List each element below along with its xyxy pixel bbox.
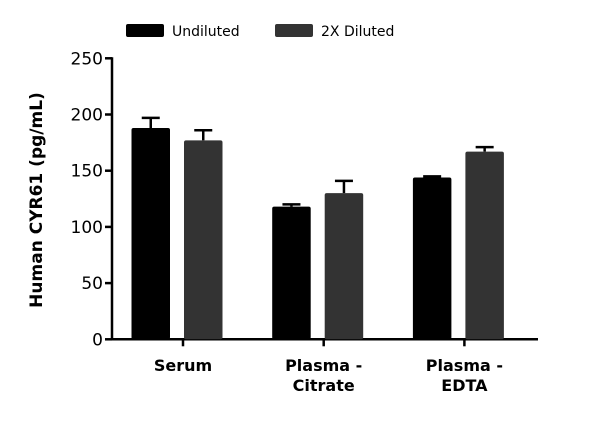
bar-undiluted bbox=[272, 206, 311, 340]
x-tick-label: Plasma - bbox=[285, 356, 362, 375]
legend-swatch bbox=[275, 24, 313, 37]
bars bbox=[131, 116, 504, 340]
x-tick-label: Plasma - bbox=[426, 356, 503, 375]
x-tick-label: Serum bbox=[154, 356, 212, 375]
x-tick-label: EDTA bbox=[441, 376, 488, 395]
y-tick-label: 200 bbox=[71, 106, 103, 126]
legend-label: Undiluted bbox=[172, 24, 240, 40]
x-tick-label: Citrate bbox=[293, 376, 355, 395]
y-tick-label: 150 bbox=[71, 162, 103, 182]
bar-2x-diluted bbox=[324, 193, 364, 340]
y-tick-label: 100 bbox=[71, 218, 103, 238]
legend-label: 2X Diluted bbox=[321, 24, 394, 40]
y-tick-label: 50 bbox=[81, 274, 103, 294]
bar-undiluted bbox=[412, 177, 452, 340]
bar-2x-diluted bbox=[465, 151, 504, 340]
legend: Undiluted 2X Diluted bbox=[126, 24, 394, 40]
y-axis-label: Human CYR61 (pg/mL) bbox=[27, 92, 47, 308]
bar-2x-diluted bbox=[184, 140, 223, 340]
legend-swatch bbox=[126, 24, 164, 37]
bar-undiluted bbox=[131, 127, 170, 340]
y-tick-label: 0 bbox=[92, 330, 103, 350]
y-tick-label: 250 bbox=[71, 49, 103, 69]
